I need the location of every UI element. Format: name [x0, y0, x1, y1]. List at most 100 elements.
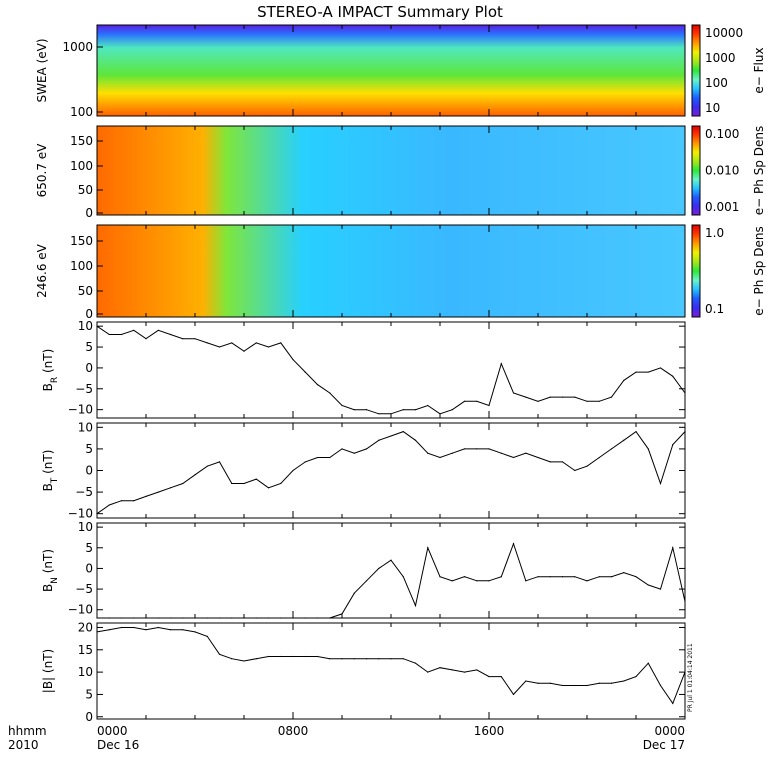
- data-point: [561, 396, 564, 398]
- data-point: [120, 333, 123, 336]
- data-point: [365, 409, 368, 411]
- data-point: [402, 409, 404, 411]
- spectrogram-pad650: 150 100 50 0 650.7 eV 0.100 0.010 0.001 e− Ph Sp…: [35, 125, 766, 220]
- data-point: [194, 474, 196, 476]
- panel-bn: 10 5 0 −5 −10 BN (nT): [41, 520, 686, 619]
- data-point: [414, 439, 417, 441]
- data-point: [194, 338, 196, 340]
- data-point: [182, 482, 184, 485]
- data-point: [402, 576, 404, 578]
- y-axis-label: SWEA (eV): [35, 38, 49, 102]
- panel-br: 10 5 0 −5 −10 BR (nT): [41, 319, 686, 419]
- data-point: [561, 576, 564, 578]
- data-point: [463, 400, 466, 402]
- data-point: [586, 684, 588, 687]
- data-point: [341, 448, 343, 450]
- y-tick-label: 0: [85, 361, 93, 375]
- data-point: [537, 400, 539, 402]
- panel-frame: [96, 522, 686, 619]
- data-point: [378, 567, 380, 570]
- data-point: [586, 465, 588, 467]
- data-point: [96, 631, 98, 633]
- y-tick-label: 10: [78, 319, 93, 333]
- data-point: [353, 409, 355, 411]
- data-point: [525, 396, 527, 398]
- x-tick-label: 0000: [654, 724, 685, 738]
- data-point: [610, 396, 613, 398]
- data-point: [365, 448, 368, 450]
- y-tick-label: 10: [78, 520, 93, 534]
- series-line-bn: [97, 542, 686, 619]
- data-point: [427, 452, 429, 454]
- x-tick-date: Dec 17: [643, 738, 685, 752]
- data-point: [255, 342, 257, 344]
- data-point: [120, 626, 123, 629]
- data-point: [488, 675, 490, 678]
- data-point: [292, 655, 294, 658]
- data-point: [218, 617, 221, 619]
- y-axis-label-sub: T: [50, 477, 60, 484]
- data-point: [378, 439, 380, 441]
- data-point: [537, 682, 539, 684]
- y-tick-label: 15: [78, 643, 93, 657]
- colorbar: [691, 24, 701, 117]
- data-point: [133, 626, 135, 629]
- spectrogram-image: [97, 126, 685, 215]
- data-point: [561, 461, 564, 463]
- timestamp-stamp: PR Jul 1 01:04:14 2011: [687, 643, 694, 712]
- data-point: [647, 584, 649, 586]
- colorbar-tick-label: 0.100: [705, 127, 739, 141]
- colorbar-tick-label: 10000: [705, 26, 743, 40]
- data-point: [353, 592, 355, 594]
- data-point: [378, 658, 380, 660]
- data-point: [120, 617, 123, 619]
- data-point: [500, 363, 502, 365]
- spectrogram-image: [97, 25, 685, 116]
- data-point: [255, 658, 257, 660]
- spectrogram-pad246: 150 100 50 0 246.6 eV 1.0 0.1 e− Ph Sp Dens: [35, 224, 766, 321]
- y-axis-label: BN (nT): [41, 549, 60, 592]
- data-point: [672, 443, 674, 446]
- data-point: [206, 617, 208, 619]
- panel-bt: 10 5 0 −5 −10 BT (nT): [41, 420, 686, 521]
- y-tick-label: 5: [85, 541, 93, 555]
- data-point: [463, 576, 466, 578]
- data-point: [255, 478, 257, 480]
- data-point: [610, 576, 613, 578]
- data-point: [574, 396, 576, 398]
- panel-frame: [96, 622, 686, 720]
- data-point: [194, 631, 196, 633]
- data-point: [353, 452, 355, 454]
- data-point: [316, 456, 319, 459]
- y-tick-label: 150: [70, 234, 93, 248]
- year-label: 2010: [8, 738, 39, 752]
- data-point: [647, 662, 649, 664]
- data-point: [390, 559, 392, 561]
- data-point: [280, 655, 282, 658]
- data-point: [329, 456, 331, 459]
- data-point: [635, 431, 637, 433]
- data-point: [378, 413, 380, 415]
- data-point: [439, 456, 441, 459]
- data-point: [280, 482, 282, 485]
- y-axis-label-sub: R: [50, 377, 60, 383]
- data-point: [169, 333, 172, 336]
- data-point: [231, 482, 233, 485]
- data-point: [586, 400, 588, 402]
- x-tick-label: 0800: [278, 724, 309, 738]
- data-point: [341, 658, 343, 660]
- spectrogram-swea: 1000 100 SWEA (eV) 10000 1000 100 10 e− Flux: [35, 24, 766, 119]
- y-axis-label-sub: N: [50, 577, 60, 584]
- data-point: [574, 576, 576, 578]
- y-axis-label: 246.6 eV: [35, 243, 49, 298]
- data-point: [145, 495, 147, 498]
- y-tick-label: −5: [75, 382, 93, 396]
- data-point: [218, 461, 221, 463]
- y-tick-label: 5: [85, 687, 93, 701]
- data-point: [365, 658, 368, 660]
- data-point: [561, 684, 564, 687]
- data-point: [672, 547, 674, 549]
- data-point: [574, 469, 576, 472]
- data-point: [414, 409, 417, 411]
